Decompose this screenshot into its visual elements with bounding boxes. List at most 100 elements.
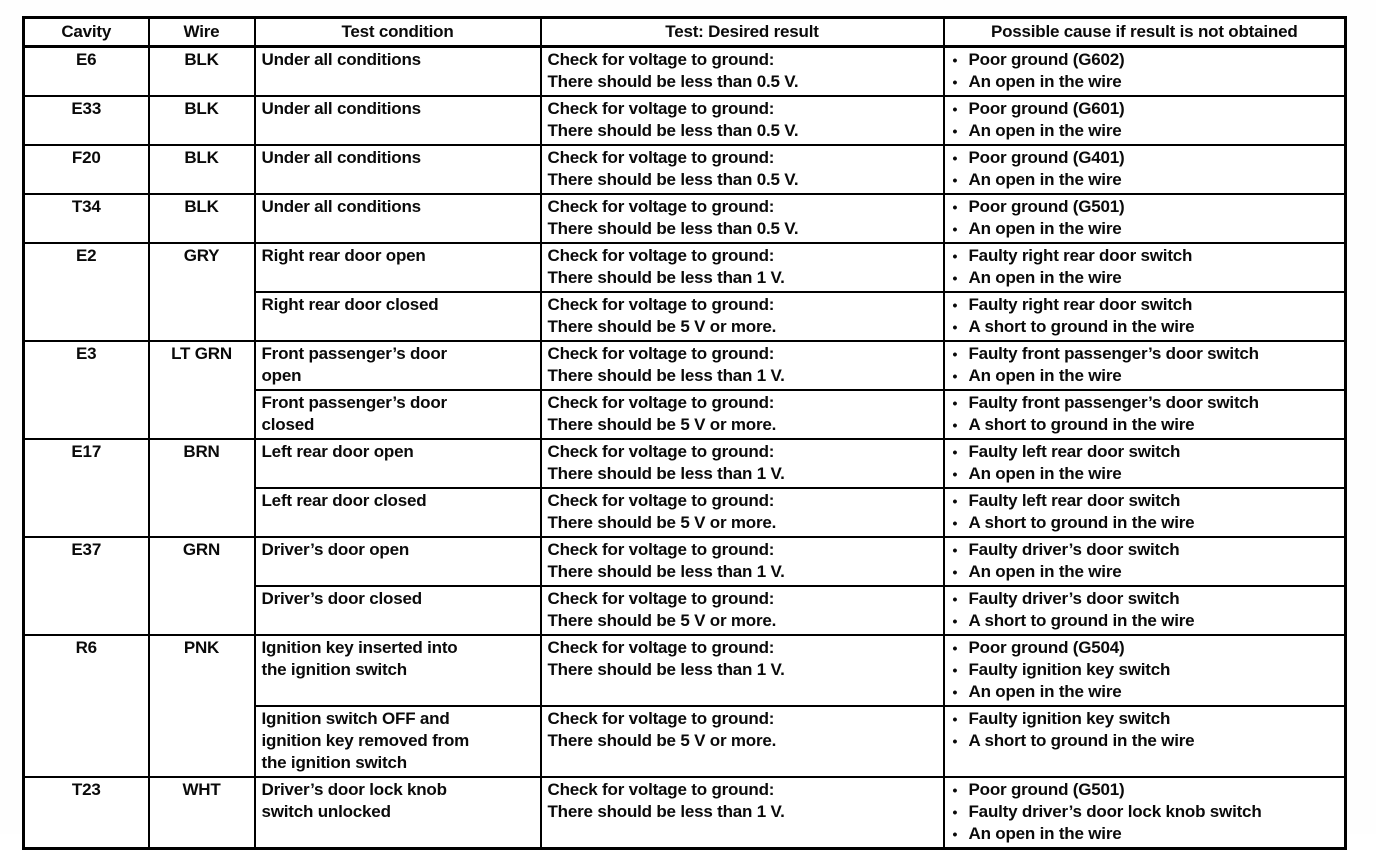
test-condition-cell: Ignition key inserted into the ignition s… (253, 634, 542, 707)
test-condition-cell: Right rear door open (253, 242, 542, 293)
header-test-condition: Test condition (253, 16, 542, 48)
desired-result-line: Check for voltage to ground: (547, 393, 775, 412)
desired-result-line: There should be 5 V or more. (547, 317, 777, 336)
possible-cause-cell: • Poor ground (G504) • Faulty ignition key … (942, 634, 1347, 707)
possible-cause-cell: • Faulty driver’s door switch • An open in … (942, 536, 1347, 587)
possible-cause-item: • An open in the wire (951, 120, 1339, 142)
test-condition-line: Driver’s door closed (261, 589, 423, 608)
wire-color-cell: BLK (147, 193, 256, 244)
bullet-icon: • (952, 417, 958, 433)
desired-result-line: There should be less than 0.5 V. (547, 219, 799, 238)
desired-result-line: Check for voltage to ground: (547, 246, 775, 265)
bullet-icon: • (952, 248, 958, 264)
table-row: F20 BLK Under all conditions Check for volt… (22, 144, 1347, 195)
test-condition-line: Right rear door open (261, 246, 426, 265)
test-condition-cell: Front passenger’s door open (253, 340, 542, 391)
possible-cause-text: An open in the wire (968, 219, 1122, 238)
desired-result-line: There should be less than 0.5 V. (547, 170, 799, 189)
possible-cause-text: Faulty right rear door switch (968, 246, 1193, 265)
possible-cause-text: Poor ground (G602) (968, 50, 1125, 69)
desired-result-cell: Check for voltage to ground: There should… (539, 291, 945, 342)
desired-result-line: There should be less than 1 V. (547, 268, 785, 287)
possible-cause-cell: • Faulty right rear door switch • A short t… (942, 291, 1347, 342)
possible-cause-item: • Faulty driver’s door switch (951, 588, 1339, 610)
possible-cause-cell: • Faulty driver’s door switch • A short to … (942, 585, 1347, 636)
possible-cause-text: Faulty front passenger’s door switch (968, 344, 1260, 363)
possible-cause-text: An open in the wire (968, 366, 1122, 385)
bullet-icon: • (952, 662, 958, 678)
possible-cause-item: • An open in the wire (951, 218, 1339, 240)
desired-result-cell: Check for voltage to ground: There should… (539, 144, 945, 195)
possible-cause-item: • Faulty ignition key switch (951, 659, 1339, 681)
desired-result-line: Check for voltage to ground: (547, 491, 775, 510)
bullet-icon: • (952, 640, 958, 656)
bullet-icon: • (952, 444, 958, 460)
desired-result-line: There should be less than 1 V. (547, 366, 785, 385)
bullet-icon: • (952, 613, 958, 629)
bullet-icon: • (952, 297, 958, 313)
desired-result-line: Check for voltage to ground: (547, 540, 775, 559)
possible-cause-cell: • Poor ground (G501) • An open in the wire (942, 193, 1347, 244)
possible-cause-item: • Poor ground (G501) (951, 196, 1339, 218)
possible-cause-text: An open in the wire (968, 464, 1122, 483)
desired-result-cell: Check for voltage to ground: There should… (539, 536, 945, 587)
desired-result-cell: Check for voltage to ground: There should… (539, 242, 945, 293)
table-row: E33 BLK Under all conditions Check for volt… (22, 95, 1347, 146)
possible-cause-text: A short to ground in the wire (968, 731, 1195, 750)
possible-cause-item: • An open in the wire (951, 365, 1339, 387)
table-row: T34 BLK Under all conditions Check for volt… (22, 193, 1347, 244)
cavity-cell: T23 (22, 776, 150, 850)
bullet-icon: • (952, 74, 958, 90)
table-header-row: Cavity Wire Test condition Test: Desired… (22, 16, 1347, 48)
wire-color-cell: BLK (147, 144, 256, 195)
possible-cause-item: • Faulty right rear door switch (951, 294, 1339, 316)
desired-result-line: There should be less than 0.5 V. (547, 121, 799, 140)
possible-cause-item: • A short to ground in the wire (951, 610, 1339, 632)
possible-cause-text: Faulty driver’s door switch (968, 589, 1180, 608)
test-condition-cell: Under all conditions (253, 95, 542, 146)
cavity-cell: F20 (22, 144, 150, 195)
bullet-icon: • (952, 733, 958, 749)
possible-cause-cell: • Faulty right rear door switch • An open i… (942, 242, 1347, 293)
table-row: Ignition switch OFF and ignition key remo… (24, 705, 1347, 778)
test-condition-cell: Driver’s door lock knob switch unlocked (253, 776, 542, 850)
wire-color-cell: LT GRN (147, 340, 256, 440)
possible-cause-text: Poor ground (G501) (968, 197, 1125, 216)
possible-cause-text: Faulty right rear door switch (968, 295, 1193, 314)
bullet-icon: • (952, 172, 958, 188)
test-condition-cell: Under all conditions (253, 45, 542, 97)
possible-cause-item: • A short to ground in the wire (951, 730, 1339, 752)
possible-cause-cell: • Faulty front passenger’s door switch • A … (942, 389, 1347, 440)
bullet-icon: • (952, 221, 958, 237)
test-condition-cell: Driver’s door open (253, 536, 542, 587)
possible-cause-item: • Faulty ignition key switch (951, 708, 1339, 730)
test-condition-line: Under all conditions (261, 148, 422, 167)
possible-cause-text: A short to ground in the wire (968, 611, 1195, 630)
cavity-cell: R6 (22, 634, 150, 778)
desired-result-line: Check for voltage to ground: (547, 295, 775, 314)
table-row: R6 PNK Ignition key inserted into the ignit… (22, 634, 1347, 778)
possible-cause-cell: • Poor ground (G401) • An open in the wire (942, 144, 1347, 195)
desired-result-cell: Check for voltage to ground: There should… (539, 487, 945, 538)
possible-cause-text: An open in the wire (968, 824, 1122, 843)
test-condition-line: Ignition switch OFF and (261, 709, 450, 728)
bullet-icon: • (952, 150, 958, 166)
desired-result-line: There should be less than 1 V. (547, 802, 785, 821)
possible-cause-text: Faulty left rear door switch (968, 442, 1181, 461)
header-cavity: Cavity (22, 16, 150, 48)
test-condition-line: Ignition key inserted into (261, 638, 458, 657)
desired-result-line: There should be 5 V or more. (547, 415, 777, 434)
desired-result-line: There should be less than 1 V. (547, 562, 785, 581)
cavity-cell: T34 (22, 193, 150, 244)
cavity-cell: E37 (22, 536, 150, 636)
possible-cause-item: • Faulty left rear door switch (951, 490, 1339, 512)
test-condition-line: Front passenger’s door (261, 344, 448, 363)
table-row: E2 GRY Right rear door open Check for volta… (22, 242, 1347, 342)
possible-cause-text: Poor ground (G401) (968, 148, 1125, 167)
possible-cause-item: • Poor ground (G601) (951, 98, 1339, 120)
table-row: Right rear door closed Check for voltage … (24, 291, 1347, 342)
possible-cause-text: Faulty ignition key switch (968, 709, 1171, 728)
bullet-icon: • (952, 199, 958, 215)
possible-cause-cell: • Faulty front passenger’s door switch • An… (942, 340, 1347, 391)
